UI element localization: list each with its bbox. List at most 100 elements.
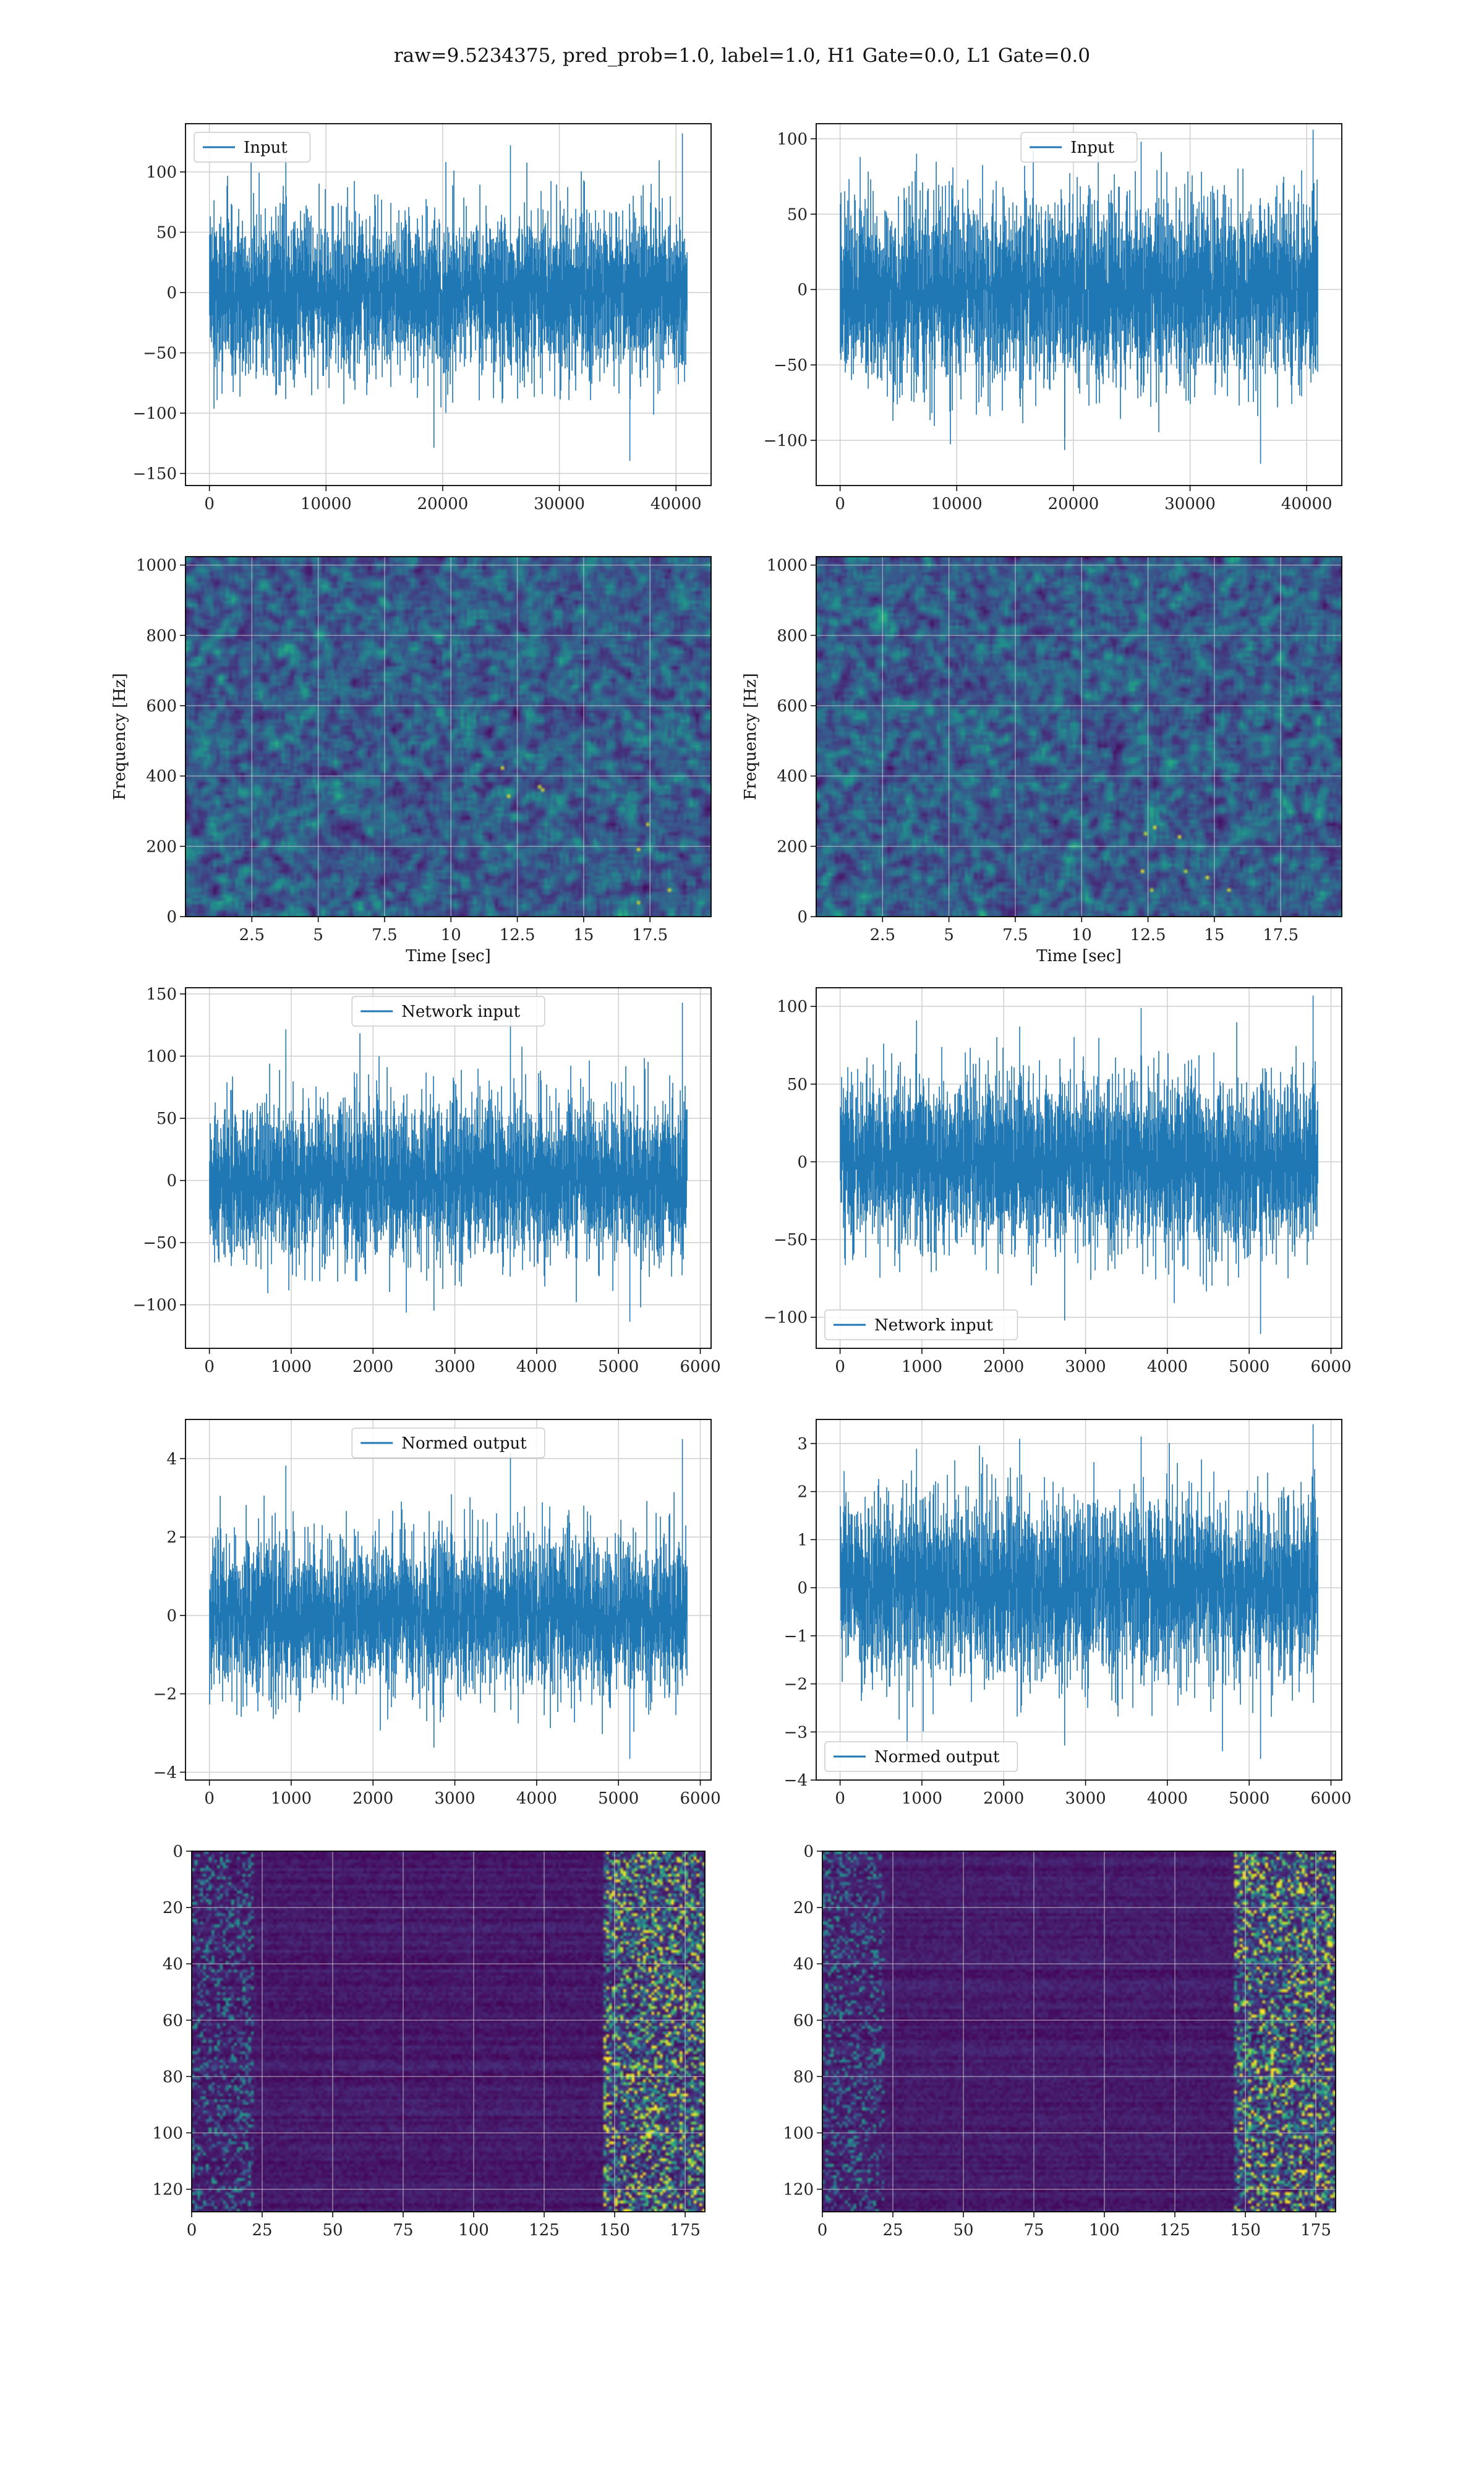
x-tick-label: 7.5 — [372, 926, 397, 944]
axes-frame — [822, 1851, 1336, 2212]
x-tick-label: 5 — [313, 926, 323, 944]
legend-label: Network input — [401, 1003, 520, 1021]
legend: Network input — [351, 996, 545, 1027]
y-tick-label: 1000 — [767, 557, 808, 575]
legend: Normed output — [351, 1427, 545, 1458]
axes-frame — [185, 556, 712, 917]
axes-frame — [816, 123, 1342, 486]
chart-normed_output_right: 0 1000 2000 3000 4000 5000 6000 −4 −3 −2 −1 0 1 2 3 Nor… — [784, 1419, 1352, 1808]
x-tick-label: 4000 — [516, 1358, 557, 1376]
x-tick-label: 1000 — [271, 1358, 312, 1376]
x-tick-label: 150 — [599, 2221, 630, 2240]
chart-network_input_left: 0 1000 2000 3000 4000 5000 6000 −100 −50 0 50 100 15… — [133, 985, 721, 1376]
y-tick-label: −50 — [774, 356, 808, 375]
x-axis-label: Time [sec] — [406, 947, 491, 965]
x-tick-label: 2.5 — [870, 926, 895, 944]
y-tick-label: 20 — [793, 1899, 814, 1917]
x-tick-label: 125 — [529, 2221, 560, 2240]
y-tick-label: 0 — [166, 1607, 177, 1625]
y-tick-label: 100 — [152, 2124, 183, 2142]
y-tick-label: 120 — [783, 2181, 814, 2199]
x-tick-label: 100 — [458, 2221, 489, 2240]
chart-input_left: 0 10000 20000 30000 40000 −150 −100 −50 0 50 100 In… — [133, 123, 712, 513]
x-tick-label: 4000 — [1147, 1358, 1188, 1376]
x-tick-label: 10 — [1072, 926, 1092, 944]
x-tick-label: 0 — [187, 2221, 197, 2240]
legend-label: Input — [244, 139, 288, 157]
x-tick-label: 5 — [944, 926, 954, 944]
y-tick-label: 2 — [797, 1483, 808, 1502]
y-tick-label: 0 — [803, 1843, 814, 1861]
y-tick-label: −100 — [133, 1296, 177, 1315]
y-tick-label: 60 — [793, 2011, 814, 2030]
y-tick-label: 800 — [777, 627, 808, 645]
legend: Input — [194, 132, 311, 163]
x-tick-label: 3000 — [434, 1789, 475, 1808]
x-tick-label: 1000 — [902, 1789, 942, 1808]
y-tick-label: 0 — [797, 1579, 808, 1598]
x-tick-label: 4000 — [1147, 1789, 1188, 1808]
heatmap-image — [192, 1851, 705, 2212]
x-tick-label: 2000 — [352, 1789, 393, 1808]
y-tick-label: 50 — [787, 205, 808, 224]
y-tick-label: 100 — [777, 998, 808, 1016]
y-tick-label: 1 — [797, 1531, 808, 1549]
y-tick-label: −3 — [784, 1723, 808, 1742]
x-tick-label: 17.5 — [632, 926, 668, 944]
y-tick-label: −2 — [784, 1676, 808, 1694]
x-tick-label: 20000 — [417, 495, 469, 513]
legend-box — [351, 996, 545, 1027]
series-line — [209, 133, 688, 461]
x-tick-label: 10000 — [931, 495, 983, 513]
axes-frame — [816, 987, 1342, 1349]
y-tick-label: 0 — [797, 1153, 808, 1171]
series-line — [840, 995, 1318, 1334]
y-tick-label: −100 — [133, 404, 177, 423]
y-tick-label: 800 — [146, 627, 177, 645]
x-tick-label: 3000 — [434, 1358, 475, 1376]
y-tick-label: 100 — [783, 2124, 814, 2142]
y-tick-label: 100 — [146, 163, 177, 182]
x-tick-label: 0 — [835, 1358, 845, 1376]
legend-box — [824, 1741, 1018, 1772]
x-tick-label: 5000 — [598, 1358, 639, 1376]
y-tick-label: 80 — [793, 2068, 814, 2086]
x-tick-label: 15 — [573, 926, 594, 944]
chart-input_right: 0 10000 20000 30000 40000 −100 −50 0 50 100 Input — [764, 123, 1342, 513]
x-tick-label: 0 — [204, 1789, 215, 1808]
chart-feature_map_left: 0 25 50 75 100 125 150 175 0 20 40 60 80 100 120 — [152, 1843, 706, 2240]
y-tick-label: −150 — [133, 465, 177, 484]
y-tick-label: 50 — [156, 224, 177, 242]
x-tick-label: 5000 — [1229, 1789, 1269, 1808]
legend: Network input — [824, 1309, 1018, 1340]
x-tick-label: 125 — [1159, 2221, 1190, 2240]
x-tick-label: 1000 — [902, 1358, 942, 1376]
y-tick-label: 50 — [156, 1110, 177, 1128]
x-tick-label: 6000 — [1310, 1789, 1351, 1808]
axes-frame — [191, 1851, 706, 2212]
y-tick-label: 60 — [163, 2011, 183, 2030]
y-tick-label: 200 — [777, 837, 808, 856]
x-tick-label: 4000 — [516, 1789, 557, 1808]
y-tick-label: 400 — [777, 768, 808, 786]
legend-box — [194, 132, 311, 163]
x-tick-label: 50 — [322, 2221, 343, 2240]
legend-box — [351, 1427, 545, 1458]
y-tick-label: −50 — [774, 1231, 808, 1249]
x-tick-label: 10000 — [301, 495, 352, 513]
y-tick-label: −50 — [143, 345, 177, 363]
y-tick-label: −100 — [764, 432, 808, 450]
axes-frame — [816, 556, 1342, 917]
x-tick-label: 40000 — [1281, 495, 1333, 513]
y-tick-label: 600 — [146, 697, 177, 716]
legend: Input — [1020, 132, 1138, 163]
x-tick-label: 15 — [1204, 926, 1224, 944]
axes-frame — [185, 123, 712, 486]
x-tick-label: 30000 — [1164, 495, 1216, 513]
x-tick-label: 2000 — [983, 1358, 1024, 1376]
y-tick-label: 0 — [173, 1843, 183, 1861]
x-tick-label: 50 — [953, 2221, 973, 2240]
x-tick-label: 75 — [393, 2221, 413, 2240]
x-tick-label: 2000 — [983, 1789, 1024, 1808]
